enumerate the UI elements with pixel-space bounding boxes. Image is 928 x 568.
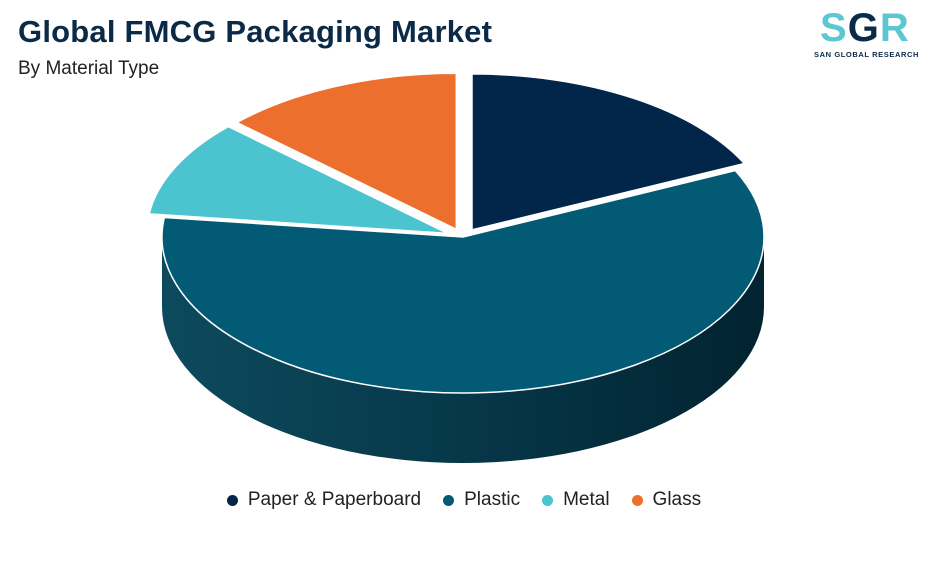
- legend-swatch: [443, 494, 455, 506]
- pie-slice-paper-paperboard: [471, 73, 746, 231]
- legend-item-paper-paperboard: Paper & Paperboard: [226, 489, 422, 511]
- logo-text: SAN GLOBAL RESEARCH: [814, 50, 920, 59]
- pie-slice-metal: [148, 125, 449, 235]
- chart-subtitle: By Material Type: [18, 58, 160, 79]
- sgr-logo: SGR SAN GLOBAL RESEARCH: [808, 6, 920, 64]
- legend-label: Paper & Paperboard: [247, 489, 422, 510]
- logo-mark: SGR: [820, 6, 910, 50]
- chart-title: Global FMCG Packaging Market: [18, 14, 493, 49]
- pie-sides: [162, 237, 764, 463]
- pie-side-plastic: [162, 237, 764, 463]
- legend-item-plastic: Plastic: [443, 489, 520, 511]
- pie-slice-plastic: [161, 169, 765, 394]
- legend-item-glass: Glass: [631, 489, 702, 511]
- legend-item-metal: Metal: [542, 489, 610, 511]
- legend-swatch: [542, 494, 554, 506]
- pie-tops: [148, 72, 765, 394]
- legend: Paper & Paperboard Plastic Metal Glass: [0, 489, 928, 511]
- legend-label: Plastic: [464, 489, 521, 510]
- legend-swatch: [226, 494, 238, 506]
- legend-swatch: [631, 494, 643, 506]
- legend-label: Glass: [652, 489, 702, 510]
- pie-slice-glass: [235, 72, 458, 231]
- legend-label: Metal: [563, 489, 610, 510]
